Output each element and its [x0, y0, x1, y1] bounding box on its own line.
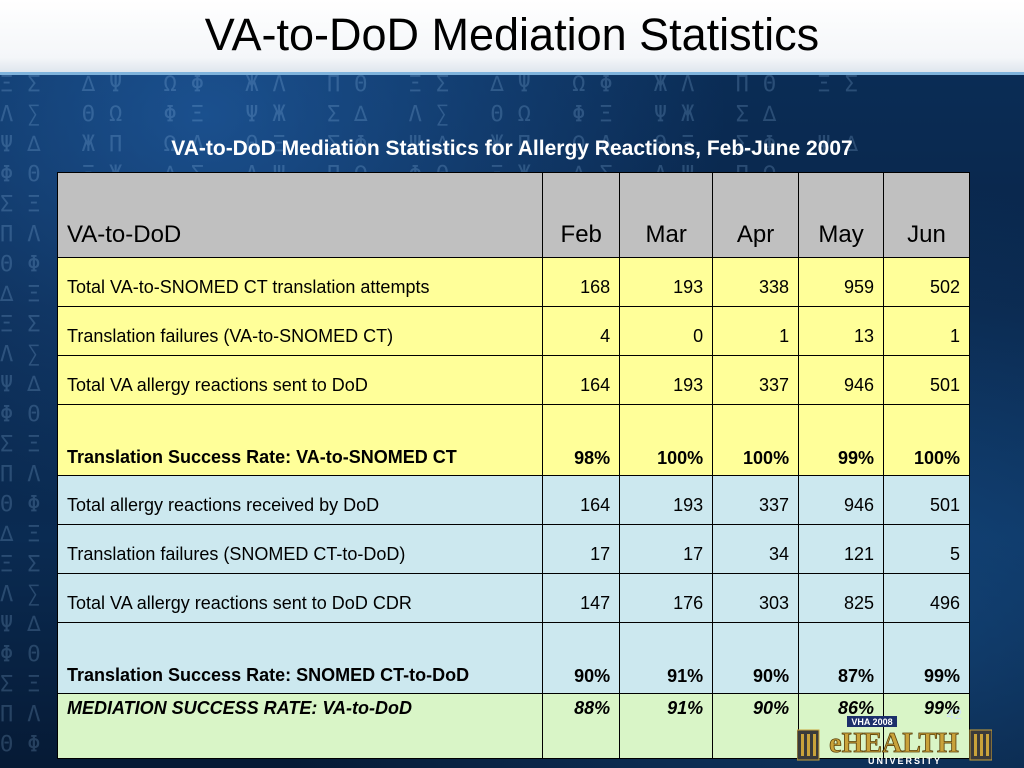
- table-cell: 88%: [542, 693, 621, 759]
- table-row: Total VA allergy reactions sent to DoD 1…: [56, 355, 970, 405]
- table-cell: 193: [619, 475, 714, 525]
- table-cell: 946: [798, 355, 885, 405]
- table-cell: 34: [712, 524, 800, 574]
- table-cell: 87%: [798, 622, 885, 694]
- table-cell: 91%: [619, 693, 714, 759]
- table-cell: 164: [542, 475, 621, 525]
- row-label-text: Translation Success Rate: VA-to-SNOMED C…: [67, 447, 457, 467]
- row-label: Total allergy reactions received by DoD: [56, 475, 544, 525]
- table-cell: 164: [542, 355, 621, 405]
- table-cell: 193: [619, 355, 714, 405]
- table-cell: 176: [619, 573, 714, 623]
- logo-university-text: UNIVERSITY: [868, 756, 942, 766]
- table-cell: 121: [798, 524, 885, 574]
- mediation-statistics-table: VA-to-DoD Feb Mar Apr May Jun Total VA-t…: [56, 172, 970, 759]
- row-label: MEDIATION SUCCESS RATE: VA-to-DoD: [56, 693, 544, 759]
- table-cell: 17: [619, 524, 714, 574]
- table-cell: 5: [883, 524, 970, 574]
- row-label: Total VA allergy reactions sent to DoD: [56, 355, 544, 405]
- table-cell: 90%: [712, 622, 800, 694]
- table-row: Translation failures (VA-to-SNOMED CT) 4…: [56, 306, 970, 356]
- row-label: Total VA-to-SNOMED CT translation attemp…: [56, 257, 544, 307]
- table-row-summary: Translation Success Rate: SNOMED CT-to-D…: [56, 622, 970, 694]
- table-row-total: MEDIATION SUCCESS RATE: VA-to-DoD 88% 91…: [56, 693, 970, 759]
- column-header: Feb: [542, 172, 621, 258]
- row-label: Translation Success Rate: SNOMED CT-to-D…: [56, 622, 544, 694]
- table-cell: 946: [798, 475, 885, 525]
- table-cell: 0: [619, 306, 714, 356]
- table-cell: 13: [798, 306, 885, 356]
- slide-number: 42: [946, 706, 962, 722]
- title-bar: VA-to-DoD Mediation Statistics: [0, 0, 1024, 75]
- table-row: Total VA allergy reactions sent to DoD C…: [56, 573, 970, 623]
- table-cell: 303: [712, 573, 800, 623]
- table-header-row: VA-to-DoD Feb Mar Apr May Jun: [56, 172, 970, 258]
- row-label: Total VA allergy reactions sent to DoD C…: [56, 573, 544, 623]
- table-row: Translation failures (SNOMED CT-to-DoD) …: [56, 524, 970, 574]
- table-cell: 338: [712, 257, 800, 307]
- table-row: Total allergy reactions received by DoD …: [56, 475, 970, 525]
- table-cell: 100%: [619, 404, 714, 476]
- column-header: Apr: [712, 172, 800, 258]
- table-cell: 337: [712, 475, 800, 525]
- table-cell: 100%: [712, 404, 800, 476]
- table-cell: 1: [883, 306, 970, 356]
- table-cell: 90%: [712, 693, 800, 759]
- table-cell: 496: [883, 573, 970, 623]
- table-row: Total VA-to-SNOMED CT translation attemp…: [56, 257, 970, 307]
- table-cell: 98%: [542, 404, 621, 476]
- row-label-text: Translation Success Rate: SNOMED CT-to-D…: [67, 665, 470, 685]
- table-cell: 502: [883, 257, 970, 307]
- table-cell: 99%: [883, 693, 970, 759]
- column-header: VA-to-DoD: [56, 172, 544, 258]
- table-cell: 91%: [619, 622, 714, 694]
- column-header: Mar: [619, 172, 714, 258]
- logo-name-text: eHEALTH: [829, 728, 959, 759]
- column-header: Jun: [883, 172, 970, 258]
- table-caption: VA-to-DoD Mediation Statistics for Aller…: [171, 137, 853, 160]
- column-header: May: [798, 172, 885, 258]
- table-cell: 501: [883, 475, 970, 525]
- table-cell: 147: [542, 573, 621, 623]
- table-cell: 99%: [883, 622, 970, 694]
- ehealth-university-logo: VHA 2008 eHEALTH UNIVERSITY: [797, 716, 992, 766]
- table-cell: 168: [542, 257, 621, 307]
- table-cell: 4: [542, 306, 621, 356]
- table-cell: 99%: [798, 404, 885, 476]
- table-row-summary: Translation Success Rate: VA-to-SNOMED C…: [56, 404, 970, 476]
- table-cell: 501: [883, 355, 970, 405]
- row-label: Translation failures (SNOMED CT-to-DoD): [56, 524, 544, 574]
- row-label: Translation Success Rate: VA-to-SNOMED C…: [56, 404, 544, 476]
- row-label: Translation failures (VA-to-SNOMED CT): [56, 306, 544, 356]
- table-cell: 1: [712, 306, 800, 356]
- table-cell: 337: [712, 355, 800, 405]
- table-cell: 90%: [542, 622, 621, 694]
- table-cell: 100%: [883, 404, 970, 476]
- table-cell: 825: [798, 573, 885, 623]
- table-cell: 959: [798, 257, 885, 307]
- logo-year-text: VHA 2008: [851, 717, 892, 727]
- page-title: VA-to-DoD Mediation Statistics: [204, 9, 820, 60]
- table-cell: 193: [619, 257, 714, 307]
- table-cell: 17: [542, 524, 621, 574]
